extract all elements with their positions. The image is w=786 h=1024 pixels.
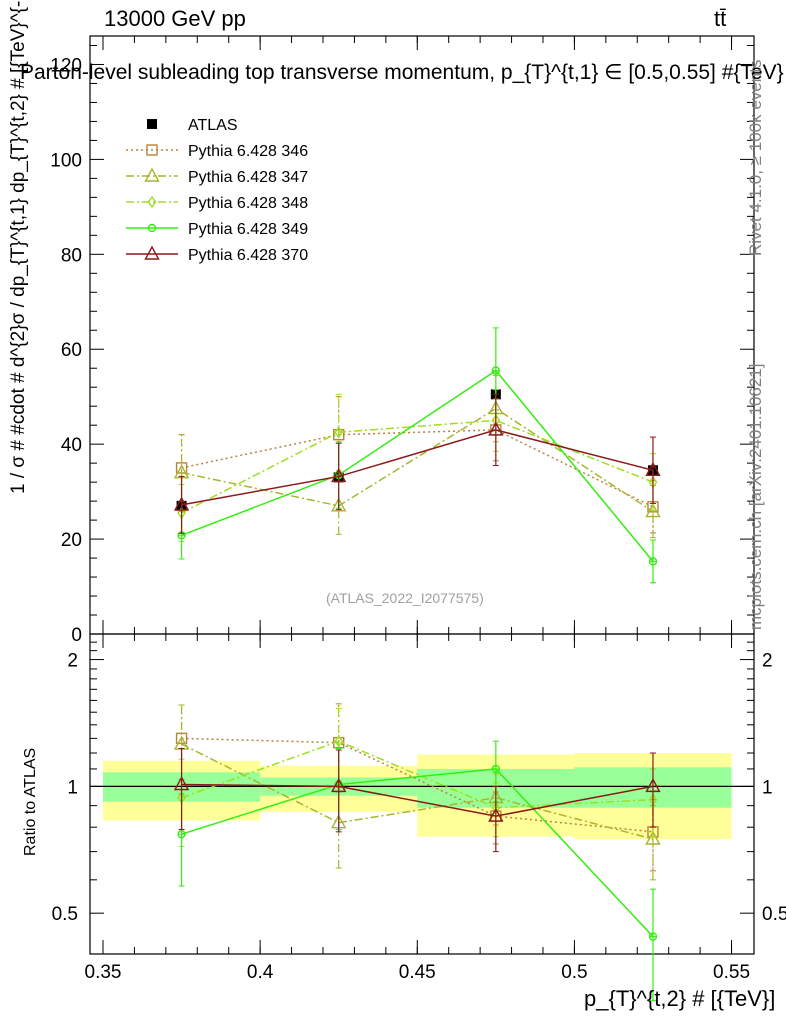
series-line-5 bbox=[181, 429, 654, 506]
ratio-series-4 bbox=[173, 748, 661, 853]
ratio-line-4 bbox=[181, 783, 654, 817]
ratio-ytick-label-right-2: 2 bbox=[762, 651, 773, 672]
legend-marker-3 bbox=[147, 195, 157, 209]
ratio-line-2 bbox=[181, 740, 654, 809]
main-ytick-label-6: 120 bbox=[50, 55, 82, 76]
legend-label-4: Pythia 6.428 349 bbox=[188, 221, 308, 238]
main-ytick-label-0: 0 bbox=[71, 625, 82, 646]
series-point-5-0 bbox=[173, 496, 190, 511]
legend-label-5: Pythia 6.428 370 bbox=[188, 247, 308, 264]
y-axis-label-main: 1 / σ # #cdot # d^{2}σ / dp_{T}^{t,1} dp… bbox=[8, 0, 29, 494]
ratio-point-1-3 bbox=[645, 830, 661, 845]
xtick-label-0: 0.35 bbox=[85, 962, 122, 983]
energy-label: 13000 GeV pp bbox=[104, 6, 246, 31]
ratio-point-4-3 bbox=[645, 777, 661, 793]
legend-entry-5: Pythia 6.428 370 bbox=[126, 245, 308, 264]
ratio-point-4-0 bbox=[173, 776, 190, 791]
series-line-1 bbox=[181, 429, 654, 508]
legend-label-2: Pythia 6.428 347 bbox=[188, 169, 308, 186]
ratio-line-3 bbox=[181, 768, 654, 938]
legend-entry-0: ATLAS bbox=[147, 117, 238, 134]
series-line-2 bbox=[181, 407, 654, 513]
main-ytick-label-3: 60 bbox=[61, 340, 82, 361]
legend-label-3: Pythia 6.428 348 bbox=[188, 195, 308, 212]
xtick-label-2: 0.45 bbox=[399, 962, 436, 983]
legend-entry-1: Pythia 6.428 346 bbox=[126, 143, 308, 160]
legend-marker-2 bbox=[144, 167, 160, 182]
xtick-label-3: 0.5 bbox=[561, 962, 587, 983]
series-5 bbox=[173, 393, 661, 534]
analysis-watermark: (ATLAS_2022_I2077575) bbox=[326, 590, 484, 606]
chart-title: Parton-level subleading top transverse m… bbox=[20, 61, 784, 84]
legend-marker-5 bbox=[144, 245, 160, 260]
series-1 bbox=[175, 396, 659, 534]
ratio-point-4-2 bbox=[488, 807, 504, 822]
ratio-frame bbox=[89, 633, 755, 955]
ratio-ytick-label-right-1: 1 bbox=[762, 777, 773, 798]
x-axis-label: p_{T}^{t,2} # [{TeV}] bbox=[584, 986, 776, 1011]
series-point-5-3 bbox=[645, 461, 661, 476]
series-3 bbox=[177, 389, 658, 542]
series-point-5-2 bbox=[488, 421, 504, 436]
main-ytick-label-1: 20 bbox=[61, 530, 82, 551]
ratio-ytick-label-1: 1 bbox=[67, 777, 78, 798]
main-ytick-label-5: 100 bbox=[50, 150, 82, 171]
rivet-label: Rivet 4.1.0, ≥ 100k events bbox=[746, 59, 765, 256]
legend-entry-4: Pythia 6.428 349 bbox=[126, 221, 308, 238]
ratio-point-4-1 bbox=[331, 777, 347, 793]
ratio-ytick-label-0: 0.5 bbox=[52, 904, 78, 925]
ratio-ytick-label-2: 2 bbox=[67, 651, 78, 672]
legend-entry-2: Pythia 6.428 347 bbox=[126, 167, 308, 186]
ratio-point-2-1 bbox=[334, 734, 344, 748]
legend-marker-0 bbox=[147, 119, 157, 129]
series-line-4 bbox=[181, 369, 654, 562]
main-ytick-label-4: 80 bbox=[61, 245, 82, 266]
legend-entry-3: Pythia 6.428 348 bbox=[126, 195, 308, 212]
xtick-label-1: 0.4 bbox=[247, 962, 274, 983]
legend-label-1: Pythia 6.428 346 bbox=[188, 143, 308, 160]
y-axis-label-ratio: Ratio to ATLAS bbox=[22, 747, 39, 856]
series-point-2-1 bbox=[331, 497, 347, 512]
series-line-3 bbox=[181, 419, 654, 514]
xtick-label-4: 0.55 bbox=[713, 962, 750, 983]
series-point-3-1 bbox=[334, 426, 344, 439]
series-4 bbox=[177, 327, 658, 584]
series-point-2-3 bbox=[645, 503, 661, 518]
legend-label-0: ATLAS bbox=[188, 117, 238, 134]
main-ytick-label-2: 40 bbox=[61, 435, 82, 456]
process-label: tt̄ bbox=[714, 6, 727, 31]
mcplots-label: mcplots.cern.ch [arXiv:2401.10621] bbox=[746, 363, 765, 630]
ratio-line-1 bbox=[181, 743, 654, 840]
series-point-5-1 bbox=[331, 467, 347, 483]
ratio-ytick-label-right-0: 0.5 bbox=[762, 904, 786, 925]
legend-marker-1 bbox=[146, 144, 158, 156]
